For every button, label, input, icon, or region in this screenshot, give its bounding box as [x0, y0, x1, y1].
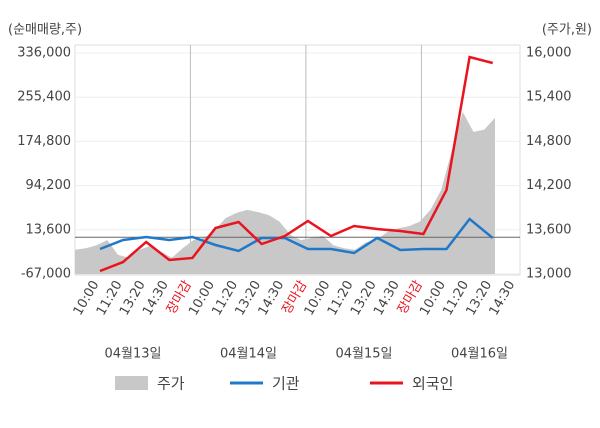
y-tick-label: -67,000: [21, 267, 71, 282]
legend-label: 기관: [272, 375, 300, 393]
y-tick-label: 94,200: [26, 178, 72, 193]
legend-label: 주가: [157, 375, 185, 393]
day-label: 04월13일: [104, 347, 161, 362]
y-tick-label: 13,600: [26, 222, 72, 237]
investor-line: [99, 55, 494, 273]
y2-tick-label: 13,600: [526, 222, 572, 237]
y-tick-label: 336,000: [17, 46, 71, 61]
legend-label: 외국인: [412, 375, 453, 393]
day-label: 04월14일: [220, 347, 277, 362]
y2-tick-label: 14,800: [526, 134, 572, 149]
y2-tick-label: 15,400: [526, 90, 572, 105]
y-tick-label: 174,800: [17, 134, 71, 149]
y2-tick-label: 16,000: [526, 46, 572, 61]
price-area: [75, 111, 495, 274]
day-label: 04월16일: [451, 347, 508, 362]
y-tick-label: 255,400: [17, 90, 71, 105]
y2-tick-label: 14,200: [526, 178, 572, 193]
y-axis-label: (순매매량,주): [8, 23, 82, 38]
day-label: 04월15일: [335, 347, 392, 362]
plot-frame: [74, 44, 521, 276]
investor-line: [99, 217, 494, 255]
legend-swatch: [115, 376, 148, 390]
y2-axis-label: (주가,원): [542, 23, 592, 38]
y2-tick-label: 13,000: [526, 267, 572, 282]
